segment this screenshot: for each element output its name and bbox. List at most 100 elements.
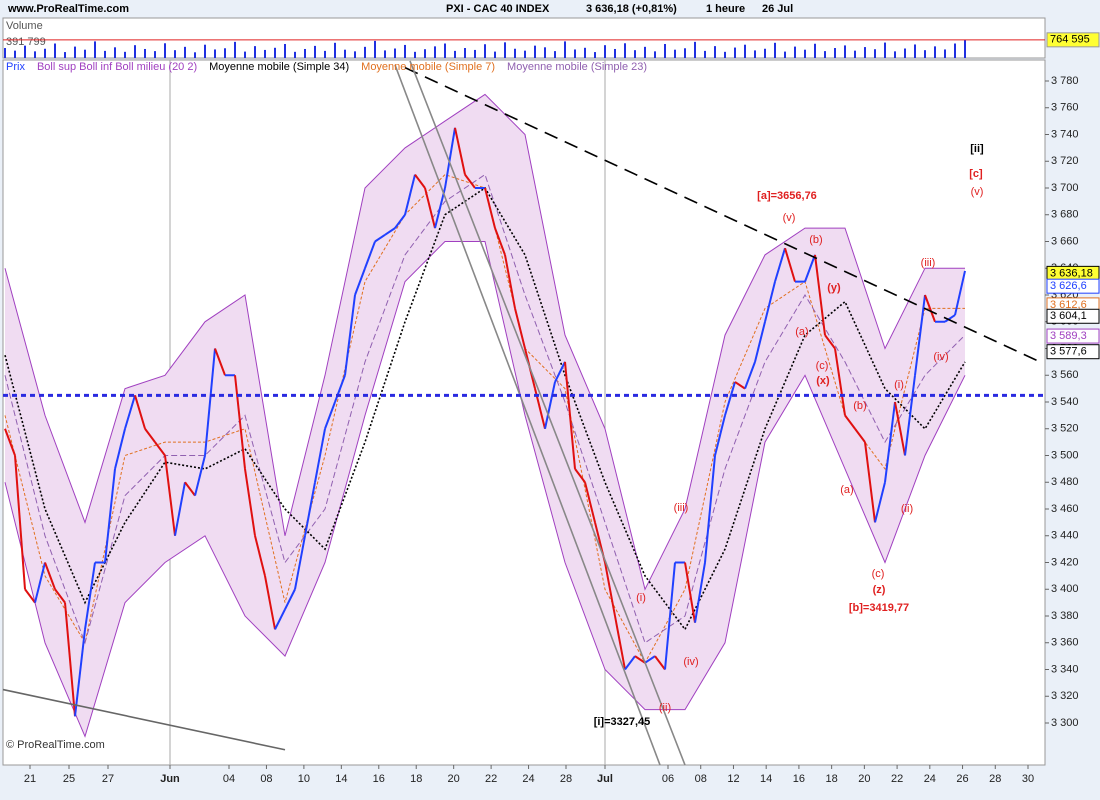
price-segment [244, 468, 256, 536]
x-tick-label: 04 [223, 773, 235, 785]
volume-bar [104, 50, 106, 58]
price-segment [784, 247, 796, 282]
price-segment [834, 348, 846, 416]
price-segment [14, 455, 26, 590]
x-tick-label: 14 [760, 773, 772, 785]
price-segment [884, 401, 896, 483]
y-tick-label: 3 360 [1051, 637, 1079, 649]
price-segment [824, 334, 836, 350]
legend-item: Boll sup Boll inf Boll milieu (20 2) [37, 61, 197, 73]
price-segment [484, 187, 496, 229]
price-segment [34, 562, 46, 603]
y-tick-label: 3 460 [1051, 503, 1079, 515]
price-segment [194, 455, 206, 496]
price-segment [454, 127, 466, 175]
x-tick-label: 26 [956, 773, 968, 785]
quote: 3 636,18 (+0,81%) [586, 3, 677, 15]
volume-bar [554, 51, 556, 58]
price-segment [44, 562, 56, 590]
wave-label: (ii) [901, 503, 913, 515]
volume-bar [294, 51, 296, 58]
trend-line [394, 64, 661, 766]
volume-bar [814, 43, 816, 58]
price-segment [284, 588, 296, 610]
price-label: 3 612,6 [1050, 299, 1087, 311]
volume-bar [894, 51, 896, 58]
trend-line [404, 66, 1041, 363]
y-tick-label: 3 760 [1051, 102, 1079, 114]
volume-bar [604, 45, 606, 58]
volume-bar [844, 45, 846, 58]
price-segment [924, 294, 936, 323]
x-tick-label: 16 [793, 773, 805, 785]
volume-bar [414, 51, 416, 58]
bollinger-lower [4, 241, 966, 738]
volume-bar [24, 45, 26, 58]
price-segment [134, 395, 146, 430]
price-segment [634, 655, 646, 664]
x-tick-label: 14 [335, 773, 347, 785]
y-tick-label: 3 680 [1051, 209, 1079, 221]
legend-item: Moyenne mobile (Simple 7) [361, 61, 495, 73]
y-tick-label: 3 500 [1051, 449, 1079, 461]
volume-bar [494, 51, 496, 58]
volume-bar [474, 49, 476, 58]
volume-bar [384, 50, 386, 58]
volume-bar [394, 48, 396, 58]
volume-bar [344, 49, 346, 58]
price-segment [734, 381, 746, 390]
price-segment [344, 294, 356, 376]
price-segment [604, 562, 616, 617]
wave-label: (i) [636, 592, 646, 604]
wave-label: (iii) [674, 502, 689, 514]
price-segment [294, 535, 306, 590]
price-label-box [1046, 278, 1100, 294]
volume-bar [684, 48, 686, 58]
volume-bar [774, 42, 776, 58]
x-tick-label: 27 [102, 773, 114, 785]
price-segment [504, 254, 516, 309]
price-segment [354, 267, 366, 296]
volume-bar [674, 49, 676, 58]
price-segment [814, 254, 826, 336]
wave-label: (c) [816, 360, 829, 372]
price-segment [854, 428, 866, 443]
y-tick-label: 3 440 [1051, 530, 1079, 542]
volume-bar [944, 49, 946, 58]
x-tick-label: 24 [924, 773, 936, 785]
wave-label: (v) [971, 186, 984, 198]
price-segment [174, 482, 186, 536]
volume-bar [374, 40, 376, 58]
y-tick-label: 3 420 [1051, 556, 1079, 568]
volume-bar [174, 50, 176, 58]
price-segment [364, 241, 376, 269]
wave-label: (v) [783, 212, 796, 224]
trend-line [409, 60, 686, 766]
price-label-box [1046, 328, 1100, 344]
bollinger-upper [4, 93, 965, 591]
y-tick-label: 3 740 [1051, 128, 1079, 140]
volume-bar [204, 44, 206, 58]
volume-bar [164, 43, 166, 58]
volume-bar [744, 44, 746, 58]
volume-bar [624, 43, 626, 58]
price-segment [514, 308, 526, 349]
volume-bar [4, 48, 6, 58]
price-segment [234, 375, 246, 469]
volume-bar [874, 49, 876, 58]
x-tick-label: 20 [448, 773, 460, 785]
price-segment [264, 575, 276, 630]
price-label: 3 589,3 [1050, 330, 1087, 342]
wave-label: [b]=3419,77 [849, 602, 909, 614]
legend-item: Moyenne mobile (Simple 23) [507, 61, 647, 73]
x-tick-label: 18 [826, 773, 838, 785]
price-segment [394, 214, 406, 229]
price-segment [334, 374, 346, 403]
volume-bar [44, 48, 46, 58]
volume-bar [464, 48, 466, 58]
volume-bar [724, 51, 726, 58]
volume-bar [654, 51, 656, 58]
volume-bar [134, 45, 136, 58]
y-tick-label: 3 780 [1051, 75, 1079, 87]
